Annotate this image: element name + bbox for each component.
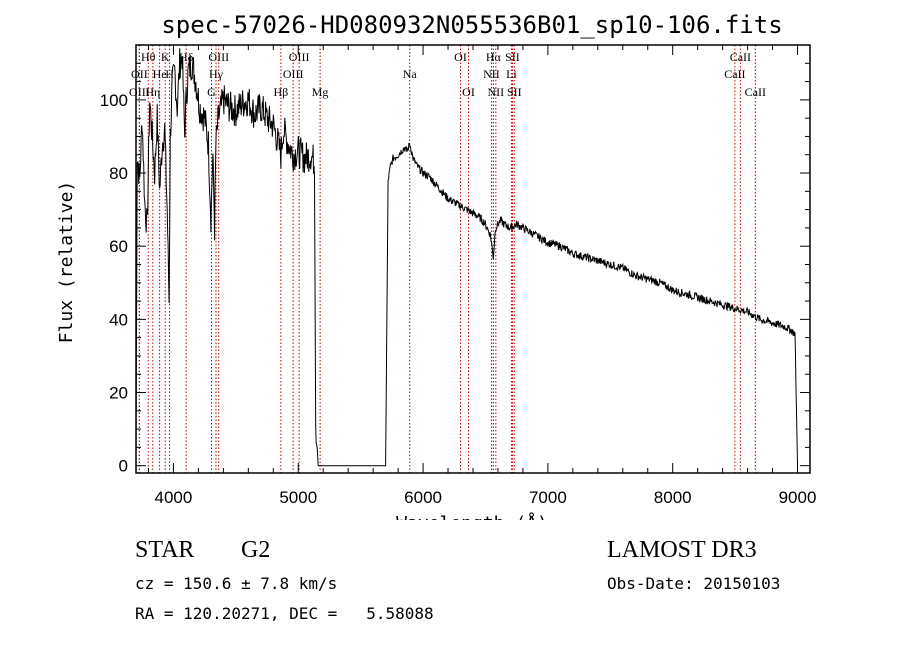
emission-line-label: CaII (724, 67, 745, 81)
emission-line-label: OIII (208, 50, 229, 64)
y-axis-label: Flux (relative) (56, 181, 77, 344)
y-tick-label: 20 (109, 384, 128, 403)
emission-line-label: K (161, 50, 170, 64)
x-tick-label: 6000 (404, 488, 442, 507)
emission-line-label: G (207, 85, 216, 99)
x-tick-label: 7000 (529, 488, 567, 507)
flux-line (135, 48, 798, 467)
emission-line-label: Hγ (209, 67, 224, 81)
emission-line-label: NII (488, 85, 505, 99)
emission-line-label: SII (507, 85, 522, 99)
emission-line-label: NII (483, 67, 500, 81)
x-tick-label: 9000 (779, 488, 817, 507)
obs-date-readout: Obs-Date: 20150103 (607, 574, 781, 593)
y-tick-label: 100 (100, 91, 128, 110)
emission-line-label: OIII (129, 85, 150, 99)
redshift-readout: cz = 150.6 ± 7.8 km/s (135, 574, 338, 593)
emission-line-label: Mg (312, 85, 329, 99)
emission-line-label: He (153, 67, 167, 81)
emission-line-label: H (165, 67, 174, 81)
emission-line-label: Hη (145, 85, 160, 99)
emission-line-label: Hθ (141, 50, 156, 64)
y-axis: 0 20 40 60 80 100 (100, 62, 810, 476)
y-tick-label: 0 (119, 457, 128, 476)
spectrum-plot: spec-57026-HD080932N055536B01_sp10-106.f… (56, 11, 817, 520)
emission-line-label: CaII (730, 50, 751, 64)
chart-title: spec-57026-HD080932N055536B01_sp10-106.f… (161, 11, 782, 39)
x-tick-label: 4000 (155, 488, 193, 507)
y-tick-label: 40 (109, 310, 128, 329)
x-tick-label: 8000 (654, 488, 692, 507)
emission-line-label: CaII (745, 85, 766, 99)
emission-line-label: OIII (289, 50, 310, 64)
y-tick-label: 60 (109, 237, 128, 256)
x-axis: 4000 5000 6000 7000 8000 9000 (147, 45, 817, 507)
emission-line-label: SII (505, 50, 520, 64)
flux-series (135, 48, 798, 467)
x-axis-label: Wavelength (Å) (396, 512, 548, 520)
emission-line-label: Na (403, 67, 418, 81)
emission-line-label: OI (454, 50, 467, 64)
emission-line-label: Li (506, 67, 517, 81)
object-class: STAR (135, 537, 195, 563)
emission-line-label: Hβ (274, 85, 289, 99)
coordinates-readout: RA = 120.20271, DEC = 5.58088 (135, 604, 434, 623)
object-subclass: G2 (241, 537, 271, 563)
survey-name: LAMOST DR3 (607, 537, 757, 563)
x-tick-label: 5000 (279, 488, 317, 507)
emission-line-label: OIII (283, 67, 304, 81)
emission-line-label: Hα (486, 50, 502, 64)
y-tick-label: 80 (109, 164, 128, 183)
emission-line-label: OI (462, 85, 475, 99)
